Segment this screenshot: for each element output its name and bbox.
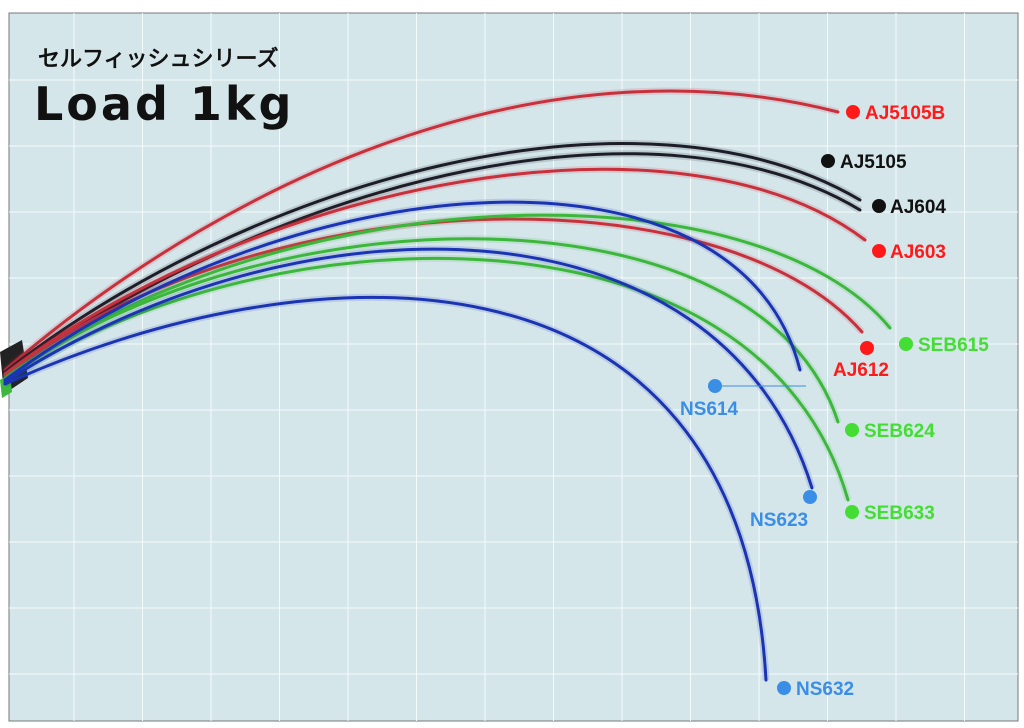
label-ns632: NS632	[796, 679, 854, 700]
curve-shadow-ns614	[2, 198, 804, 383]
curve-aj5105	[3, 142, 862, 374]
label-ns614: NS614	[680, 399, 739, 420]
curve-shadow-seb615	[2, 211, 893, 381]
curve-ns623	[3, 247, 814, 490]
curve-seb624	[3, 237, 840, 424]
curve-shadow-aj604	[3, 150, 862, 377]
curve-shadow-ns623	[3, 245, 816, 490]
curve-shadow-aj5105b	[2, 87, 839, 373]
label-aj603: AJ603	[890, 242, 946, 263]
curve-shadow-aj5105	[2, 140, 862, 375]
chart-subtitle: セルフィッシュシリーズ	[38, 46, 278, 72]
label-seb633: SEB633	[864, 503, 935, 524]
label-dot-aj603	[872, 244, 886, 258]
curve-aj604	[3, 152, 862, 376]
rod-curves	[0, 87, 893, 682]
plot-background	[8, 12, 1019, 722]
label-dot-aj612	[860, 341, 874, 355]
label-aj5105b: AJ5105B	[865, 103, 945, 124]
rod-labels: AJ5105B AJ5105 AJ604 AJ603 AJ612 SEB615 SEB624…	[680, 103, 989, 700]
grid	[9, 13, 1018, 721]
curve-aj5105b	[3, 89, 840, 372]
label-dot-aj5105	[821, 154, 835, 168]
label-dot-ns632	[777, 681, 791, 695]
label-ns623: NS623	[750, 510, 808, 531]
label-aj5105: AJ5105	[840, 152, 907, 173]
curve-aj603	[3, 167, 867, 376]
curve-seb615	[3, 213, 892, 380]
curve-shadow-seb633	[3, 254, 852, 501]
curve-shadow-aj603	[2, 165, 868, 377]
chart-title: Load 1kg	[34, 77, 294, 131]
curve-shadow-seb624	[2, 235, 842, 424]
label-dot-seb633	[845, 505, 859, 519]
label-dot-aj604	[872, 199, 886, 213]
label-aj604: AJ604	[890, 197, 946, 218]
label-dot-seb615	[899, 337, 913, 351]
label-seb615: SEB615	[918, 335, 989, 356]
curve-ns632	[3, 296, 768, 682]
label-dot-aj5105b	[846, 105, 860, 119]
label-aj612: AJ612	[833, 360, 889, 381]
label-dot-ns623	[803, 490, 817, 504]
label-dot-seb624	[845, 423, 859, 437]
curve-seb633	[3, 256, 850, 502]
curve-shadow-ns632	[3, 294, 770, 681]
curve-ns614	[3, 200, 802, 382]
label-seb624: SEB624	[864, 421, 935, 442]
label-dot-ns614	[708, 379, 722, 393]
